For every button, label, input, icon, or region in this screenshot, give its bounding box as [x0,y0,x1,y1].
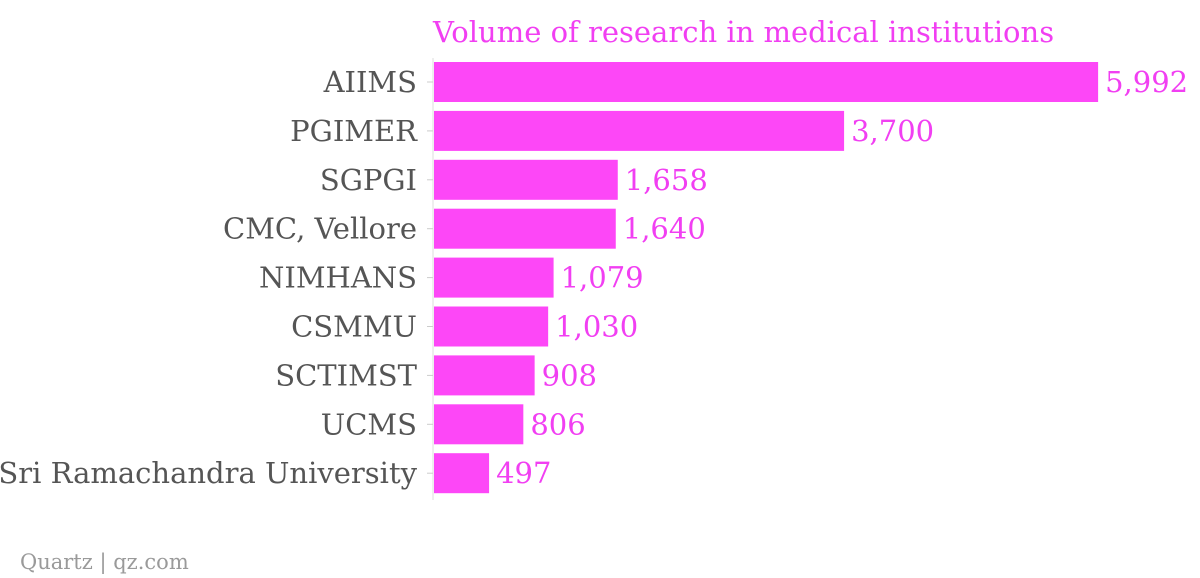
category-label: Sri Ramachandra University [0,456,418,490]
value-label: 3,700 [851,114,934,148]
value-label: 1,640 [623,212,706,246]
category-label: UCMS [321,407,417,441]
bar [434,453,490,494]
bar [434,62,1099,102]
value-label: 1,030 [555,310,638,344]
category-label: CSMMU [291,310,417,344]
category-label: SGPGI [320,163,417,197]
value-label: 908 [542,358,597,392]
bar [434,159,618,200]
source-credit: Quartz | qz.com [20,550,189,575]
y-axis-ticks [427,81,433,474]
bar [434,306,549,347]
value-label: 1,658 [625,163,708,197]
value-label: 806 [530,407,585,441]
value-label: 5,992 [1105,65,1188,99]
value-labels: 5,992 3,700 1,658 1,640 1,079 1,030 908 806 497 [496,65,1188,490]
bar [434,404,524,445]
bar [434,257,554,298]
chart-title: Volume of research in medical institutio… [432,15,1054,49]
bar [434,110,845,151]
category-label: CMC, Vellore [223,212,417,246]
category-label: PGIMER [290,114,418,148]
category-label: NIMHANS [259,261,417,295]
bar [434,208,616,249]
bar [434,355,535,396]
category-label: AIIMS [323,65,417,99]
value-label: 1,079 [561,261,644,295]
value-label: 497 [496,456,551,490]
category-label: SCTIMST [275,358,417,392]
bars [434,62,1099,494]
category-labels: AIIMS PGIMER SGPGI CMC, Vellore NIMHANS CSMMU… [0,65,418,490]
